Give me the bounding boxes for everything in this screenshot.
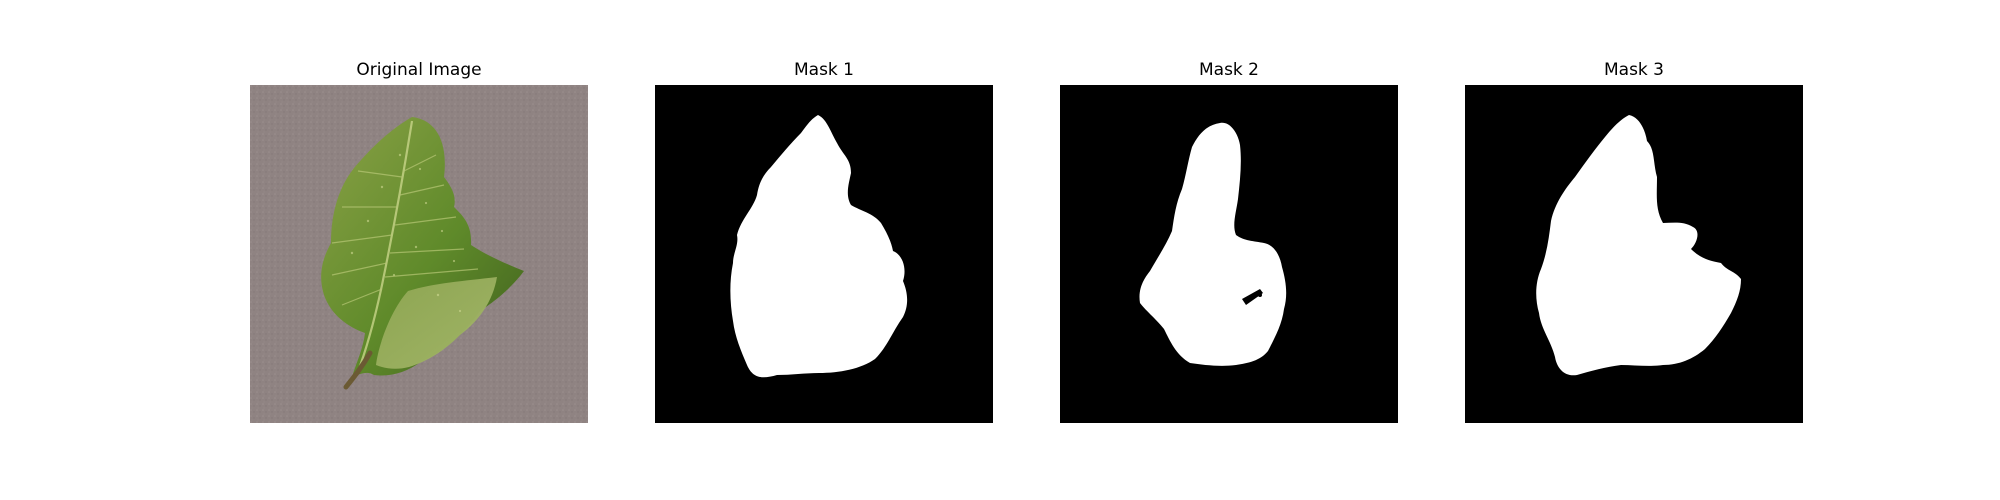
mask-2-shape bbox=[1139, 122, 1287, 366]
mask-2-hole bbox=[1242, 289, 1263, 305]
mask-1-image bbox=[655, 85, 993, 423]
original-leaf-photo bbox=[250, 85, 588, 423]
leaf-stem bbox=[343, 350, 373, 390]
panel-title: Mask 3 bbox=[1603, 60, 1664, 80]
panel-mask-2: Mask 2 bbox=[1060, 58, 1398, 424]
mask-3-image bbox=[1465, 85, 1803, 423]
leaf-speckles bbox=[350, 153, 462, 313]
panel-title: Original Image bbox=[356, 60, 482, 80]
panel-title: Mask 1 bbox=[793, 60, 854, 80]
panel-mask-1: Mask 1 bbox=[655, 58, 993, 424]
leaf-vein-main bbox=[354, 120, 414, 378]
panel-original-image: Original Image bbox=[250, 58, 588, 424]
mask-3-shape bbox=[1536, 115, 1741, 376]
mask-2-image bbox=[1060, 85, 1398, 423]
panel-title: Mask 2 bbox=[1198, 60, 1259, 80]
panel-mask-3: Mask 3 bbox=[1465, 58, 1803, 424]
leaf-secondary bbox=[376, 277, 497, 369]
mask-1-shape bbox=[730, 115, 908, 378]
